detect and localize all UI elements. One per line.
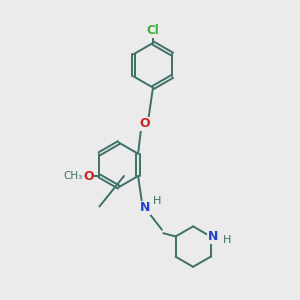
Text: Cl: Cl bbox=[147, 24, 159, 37]
Text: H: H bbox=[223, 235, 231, 245]
Text: N: N bbox=[208, 230, 218, 243]
Text: O: O bbox=[139, 117, 150, 130]
Text: N: N bbox=[140, 202, 151, 214]
Text: O: O bbox=[83, 169, 94, 182]
Text: H: H bbox=[153, 196, 161, 206]
Text: CH₃: CH₃ bbox=[63, 171, 83, 181]
